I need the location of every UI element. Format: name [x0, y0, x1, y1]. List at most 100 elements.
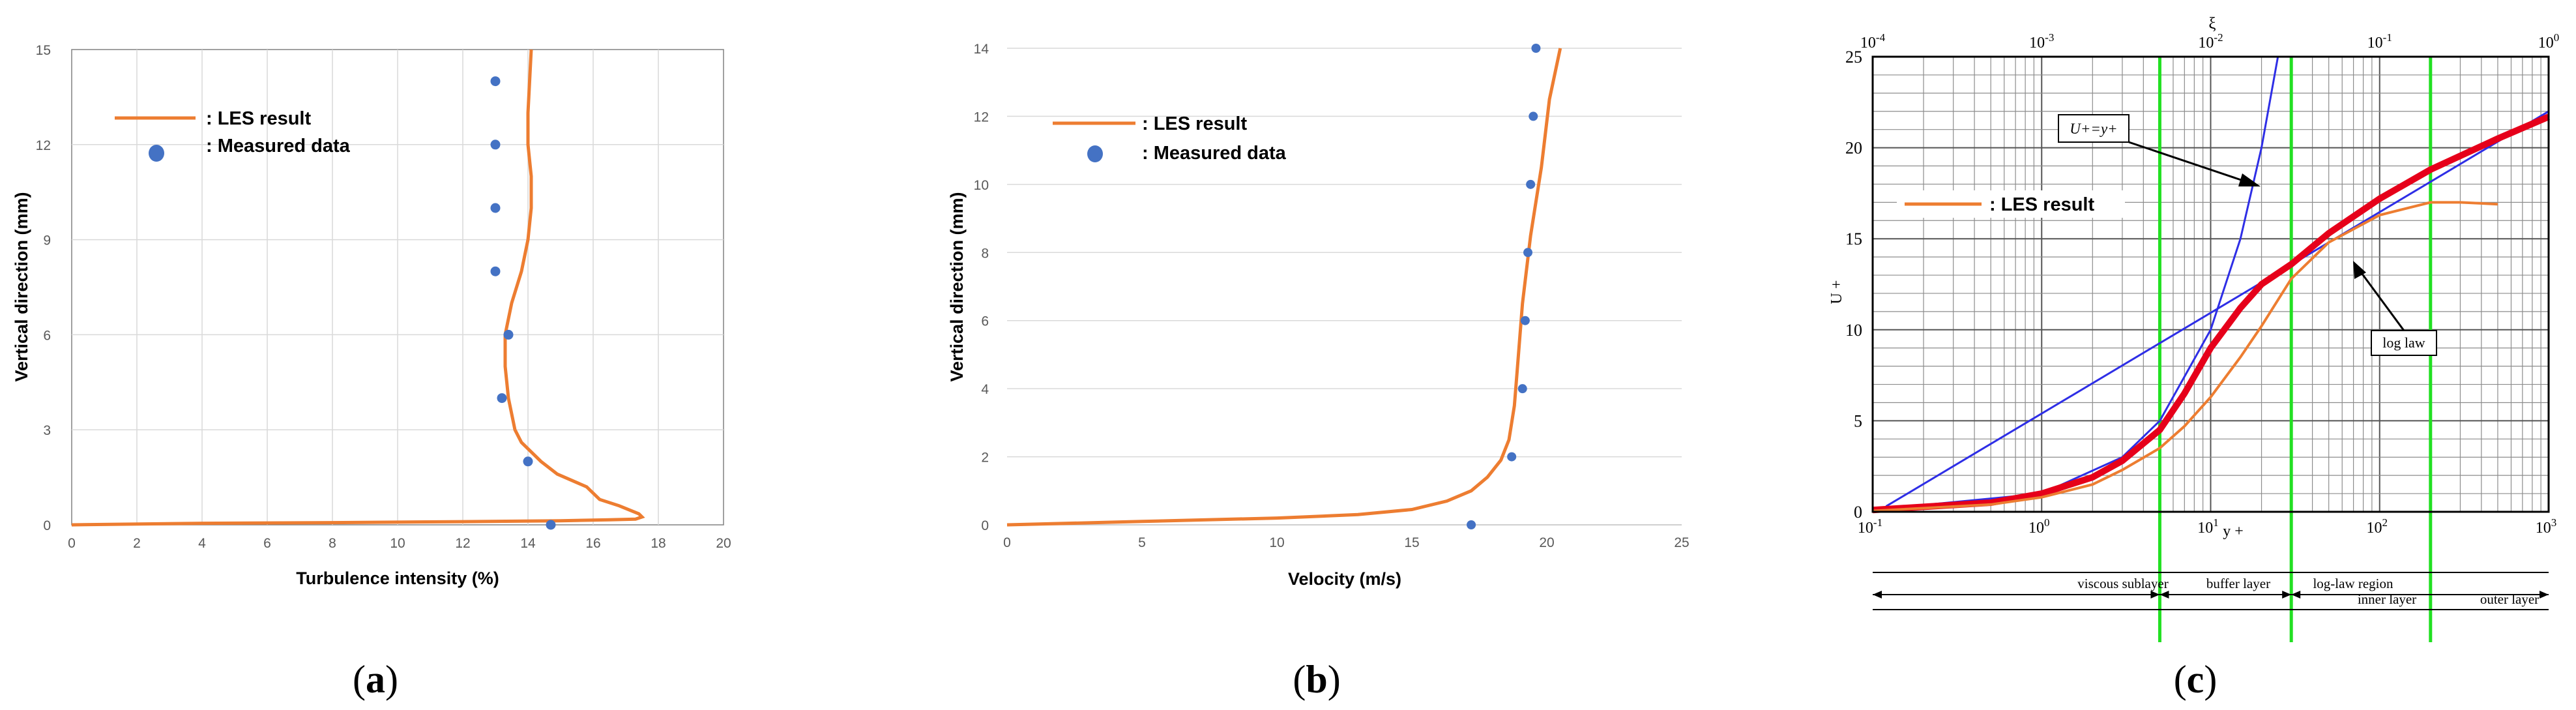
chart-c-log-law-arrow	[2357, 268, 2405, 331]
chart-a-measured-point	[497, 393, 507, 404]
chart-c-top-tick-label: 10-4	[1860, 31, 1886, 52]
chart-a-legend-les-label: : LES result	[206, 108, 311, 129]
chart-a-ytick-label: 9	[43, 233, 51, 248]
chart-c-xtick-label: 10-1	[1858, 516, 1882, 537]
chart-c-measured-profile-line	[1872, 113, 2550, 514]
chart-a-measured-point	[490, 266, 501, 276]
chart-a-measured-point	[490, 76, 501, 87]
chart-a-xtick-label: 14	[520, 536, 536, 551]
chart-c-region-buffer: buffer layer	[2206, 576, 2270, 591]
chart-c-ytick-label: 0	[1854, 503, 1862, 522]
chart-a-panel-label: (a)	[353, 658, 398, 701]
chart-c-ytick-label: 20	[1845, 139, 1862, 158]
chart-a-xtick-label: 10	[390, 536, 405, 551]
chart-b-ytick-label: 6	[981, 314, 989, 329]
chart-b-ytick-label: 10	[974, 178, 989, 193]
chart-c-panel-label: (c)	[2174, 658, 2217, 701]
chart-a-legend-measured-label: : Measured data	[206, 136, 351, 156]
chart-b-ytick-label: 14	[974, 42, 989, 57]
chart-b-xtick-label: 10	[1269, 535, 1284, 550]
chart-b-les-line	[1006, 48, 1562, 527]
chart-b-xlabel: Velocity (m/s)	[1288, 569, 1401, 589]
chart-b-ytick-label: 12	[974, 110, 989, 125]
chart-b-measured-point	[1526, 179, 1536, 189]
chart-c-xlabel: y +	[2223, 523, 2244, 540]
chart-b-measured-points	[1467, 44, 1541, 529]
chart-c-ylabel: U +	[1828, 280, 1845, 304]
chart-a-les-line	[71, 49, 645, 527]
chart-a-ylabel: Vertical direction (mm)	[12, 192, 31, 381]
chart-a-panel-letter: a	[366, 658, 385, 701]
chart-b-measured-point	[1523, 248, 1533, 258]
chart-b-panel-label: (b)	[1293, 658, 1340, 701]
chart-a-measured-point	[523, 456, 533, 467]
chart-b-legend-measured-label: : Measured data	[1142, 143, 1287, 164]
chart-b-xtick-label: 15	[1404, 535, 1419, 550]
chart-a-legend-measured-marker	[149, 145, 164, 162]
chart-b-y-ticks: 0 2 4 6 8 10 12 14	[974, 42, 989, 533]
chart-c-viscous-law-arrowhead	[2238, 173, 2261, 186]
chart-b-measured-point	[1520, 316, 1530, 325]
chart-c-region-arrowhead	[2539, 591, 2549, 599]
chart-b-measured-point	[1517, 384, 1527, 394]
chart-c-region-arrowhead	[2150, 591, 2160, 599]
chart-c-viscous-law-label: U+=y+	[2070, 121, 2117, 137]
chart-c-frame	[1871, 55, 2550, 513]
chart-a-xlabel: Turbulence intensity (%)	[296, 569, 499, 588]
chart-a-measured-point	[503, 329, 514, 340]
chart-c-top-tick-label: 10-3	[2029, 31, 2054, 52]
chart-b-measured-point	[1467, 520, 1476, 529]
chart-b-ylabel: Vertical direction (mm)	[947, 192, 967, 381]
chart-b-gridlines	[1007, 48, 1682, 458]
chart-a-ytick-label: 0	[43, 518, 51, 533]
chart-c-log-law-label: log law	[2382, 334, 2425, 351]
chart-c-log-law-arrowhead	[2353, 261, 2366, 279]
chart-b-ytick-label: 0	[981, 518, 989, 533]
chart-a-measured-point	[490, 140, 501, 150]
chart-b-ytick-label: 8	[981, 246, 989, 261]
chart-a-gridlines	[72, 50, 724, 525]
chart-c-xtick-label: 103	[2536, 516, 2557, 537]
chart-b-ytick-label: 2	[981, 451, 989, 466]
chart-c-top-tick-label: 100	[2538, 31, 2560, 52]
chart-a-ytick-label: 6	[43, 328, 51, 343]
chart-c-xtick-label: 101	[2197, 516, 2219, 537]
chart-c-log-law-box	[2371, 330, 2437, 356]
chart-c-ytick-label: 5	[1854, 411, 1862, 430]
chart-c-xtick-label: 100	[2028, 516, 2050, 537]
chart-b-ytick-label: 4	[981, 382, 989, 397]
chart-c: 10-4 10-3 10-2 10-1 100 10-1 100 101 102 103 0 5 1…	[1828, 15, 2559, 701]
chart-a-xtick-label: 0	[68, 536, 76, 551]
chart-b-measured-point	[1529, 111, 1538, 121]
chart-a-xtick-label: 18	[651, 536, 666, 551]
chart-b-panel-letter: b	[1306, 658, 1327, 701]
chart-a-y-ticks: 0 3 6 9 12 15	[36, 43, 51, 533]
chart-b-legend-measured-marker	[1087, 145, 1103, 162]
chart-a-xtick-label: 16	[585, 536, 600, 551]
chart-a-ytick-label: 12	[36, 138, 51, 153]
chart-c-top-tick-label: 10-2	[2198, 31, 2223, 52]
chart-c-region-viscous: viscous sublayer	[2077, 576, 2168, 591]
chart-c-ytick-label: 10	[1845, 321, 1862, 340]
chart-b-x-ticks: 0 5 10 15 20 25	[1003, 535, 1690, 550]
chart-c-top-tick-label: 10-1	[2367, 31, 2392, 52]
chart-a-xtick-label: 8	[329, 536, 336, 551]
chart-b-plot-area	[1007, 48, 1682, 525]
chart-b-xtick-label: 20	[1539, 535, 1554, 550]
chart-b-measured-point	[1507, 452, 1517, 462]
chart-c-top-axis-label: ξ	[2208, 15, 2216, 33]
chart-c-region-loglaw: log-law region	[2313, 576, 2393, 591]
chart-c-bottom-ticks: 10-1 100 101 102 103	[1858, 516, 2556, 537]
chart-c-region-outer: outer layer	[2480, 591, 2539, 607]
chart-c-region-inner: inner layer	[2358, 591, 2416, 607]
chart-a-xtick-label: 20	[716, 536, 731, 551]
chart-c-viscous-law-arrow	[2128, 141, 2249, 184]
chart-c-viscous-law-box	[2058, 114, 2130, 143]
chart-c-panel-letter: c	[2187, 658, 2204, 701]
chart-a-measured-points	[490, 76, 556, 530]
chart-b-xtick-label: 0	[1003, 535, 1011, 550]
chart-b-xtick-label: 5	[1138, 535, 1146, 550]
chart-c-les-line	[1872, 201, 2498, 512]
